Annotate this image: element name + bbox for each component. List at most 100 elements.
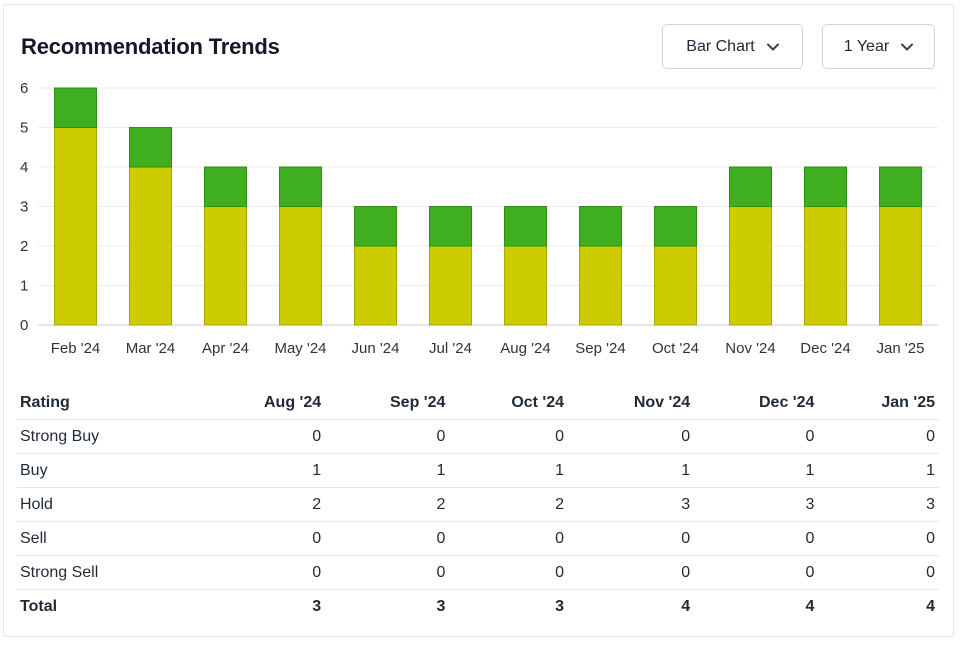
table-cell: 0 bbox=[568, 555, 695, 590]
table-header: Aug '24 bbox=[197, 387, 326, 420]
table-row: Hold 2 2 2 3 3 3 bbox=[17, 487, 939, 522]
row-label: Total bbox=[20, 597, 58, 615]
table-cell: 3 bbox=[568, 487, 695, 522]
table-cell: 0 bbox=[325, 555, 450, 590]
table-header-row: Rating Aug '24 Sep '24 Oct '24 Nov '24 D… bbox=[17, 387, 939, 420]
bar-hold bbox=[654, 245, 697, 326]
x-tick-label: Aug '24 bbox=[500, 340, 550, 357]
bar-hold bbox=[204, 206, 247, 326]
table-cell: 4 bbox=[681, 597, 691, 615]
table-row: Sell 0 0 0 0 0 0 bbox=[17, 521, 939, 556]
table-header: Jan '25 bbox=[818, 387, 939, 420]
table-cell: 4 bbox=[805, 597, 815, 615]
page-title: Recommendation Trends bbox=[21, 34, 280, 59]
x-tick-label: Jul '24 bbox=[429, 340, 472, 357]
x-tick-label: Dec '24 bbox=[800, 340, 850, 357]
chevron-down-icon bbox=[901, 43, 914, 50]
x-tick-label: Oct '24 bbox=[652, 340, 699, 357]
table-cell: 3 bbox=[436, 597, 446, 615]
bar-buy bbox=[654, 206, 697, 247]
table-cell: 2 bbox=[325, 487, 450, 522]
y-tick-label: 4 bbox=[20, 159, 28, 176]
y-tick-label: 0 bbox=[20, 317, 28, 334]
table-header: Oct '24 bbox=[449, 387, 569, 420]
x-tick-label: Jun '24 bbox=[352, 340, 400, 357]
table-cell: 0 bbox=[325, 521, 450, 556]
y-tick-label: 2 bbox=[20, 238, 28, 255]
x-tick-label: Nov '24 bbox=[725, 340, 775, 357]
table-cell: 0 bbox=[449, 555, 569, 590]
x-tick-label: Feb '24 bbox=[51, 340, 101, 357]
table-cell: 0 bbox=[197, 521, 326, 556]
table-row: Buy 1 1 1 1 1 1 bbox=[17, 453, 939, 488]
table-cell: 0 bbox=[325, 419, 450, 454]
table-cell: 4 bbox=[926, 597, 935, 615]
table-header: Rating bbox=[17, 387, 198, 420]
table-cell: 1 bbox=[694, 453, 819, 488]
bar-hold bbox=[429, 245, 472, 326]
table-cell: 3 bbox=[694, 487, 819, 522]
table-cell: 0 bbox=[197, 419, 326, 454]
table-cell: 0 bbox=[694, 419, 819, 454]
bar-buy bbox=[804, 166, 847, 207]
bar-buy bbox=[279, 166, 322, 207]
row-label: Buy bbox=[17, 453, 198, 488]
table-cell: 0 bbox=[818, 521, 939, 556]
table-cell: 0 bbox=[818, 419, 939, 454]
table-cell: 1 bbox=[197, 453, 326, 488]
table-cell: 0 bbox=[568, 521, 695, 556]
bar-buy bbox=[54, 87, 97, 128]
recommendation-bar-chart: 0 1 2 3 4 5 6 Feb '24 Mar '24 Apr '24 May '24 Jun '… bbox=[20, 80, 938, 357]
table-cell: 0 bbox=[568, 419, 695, 454]
bar-hold bbox=[804, 206, 847, 326]
bar-buy bbox=[729, 166, 772, 207]
table-cell: 2 bbox=[449, 487, 569, 522]
chevron-down-icon bbox=[766, 43, 779, 50]
table-cell: 3 bbox=[555, 597, 565, 615]
bar-buy bbox=[129, 127, 172, 168]
x-tick-label: Jan '25 bbox=[877, 340, 925, 357]
table-row: Strong Sell 0 0 0 0 0 0 bbox=[17, 555, 939, 590]
row-label: Strong Buy bbox=[17, 419, 198, 454]
bar-hold bbox=[579, 245, 622, 326]
bar-hold bbox=[729, 206, 772, 326]
table-cell: 0 bbox=[694, 521, 819, 556]
x-tick-label: Sep '24 bbox=[575, 340, 625, 357]
row-label: Hold bbox=[17, 487, 198, 522]
time-range-dropdown[interactable]: 1 Year bbox=[822, 24, 935, 69]
table-cell: 2 bbox=[197, 487, 326, 522]
table-cell: 0 bbox=[449, 521, 569, 556]
x-tick-label: Mar '24 bbox=[126, 340, 176, 357]
table-cell: 3 bbox=[818, 487, 939, 522]
y-tick-label: 3 bbox=[20, 199, 28, 216]
table-cell: 0 bbox=[694, 555, 819, 590]
bar-hold bbox=[504, 245, 547, 326]
bar-hold bbox=[129, 166, 172, 326]
x-tick-label: Apr '24 bbox=[202, 340, 249, 357]
y-tick-label: 1 bbox=[20, 278, 28, 295]
table-header: Sep '24 bbox=[325, 387, 450, 420]
bar-hold bbox=[279, 206, 322, 326]
table-cell: 3 bbox=[312, 597, 322, 615]
table-header: Nov '24 bbox=[568, 387, 695, 420]
table-total-row: Total 3 3 3 4 4 4 bbox=[17, 590, 939, 624]
bar-hold bbox=[354, 245, 397, 326]
bar-buy bbox=[204, 166, 247, 207]
y-tick-label: 5 bbox=[20, 120, 28, 137]
bar-buy bbox=[879, 166, 922, 207]
bar-buy bbox=[579, 206, 622, 247]
row-label: Strong Sell bbox=[17, 555, 198, 590]
bar-buy bbox=[354, 206, 397, 247]
table-cell: 1 bbox=[449, 453, 569, 488]
table-row: Strong Buy 0 0 0 0 0 0 bbox=[17, 419, 939, 454]
chart-type-dropdown[interactable]: Bar Chart bbox=[662, 24, 803, 69]
table-cell: 0 bbox=[197, 555, 326, 590]
table-cell: 1 bbox=[325, 453, 450, 488]
bar-hold bbox=[54, 127, 97, 326]
table-cell: 1 bbox=[568, 453, 695, 488]
bar-buy bbox=[429, 206, 472, 247]
table-cell: 1 bbox=[818, 453, 939, 488]
bar-buy bbox=[504, 206, 547, 247]
recommendation-table: Rating Aug '24 Sep '24 Oct '24 Nov '24 D… bbox=[17, 387, 939, 623]
row-label: Sell bbox=[17, 521, 198, 556]
